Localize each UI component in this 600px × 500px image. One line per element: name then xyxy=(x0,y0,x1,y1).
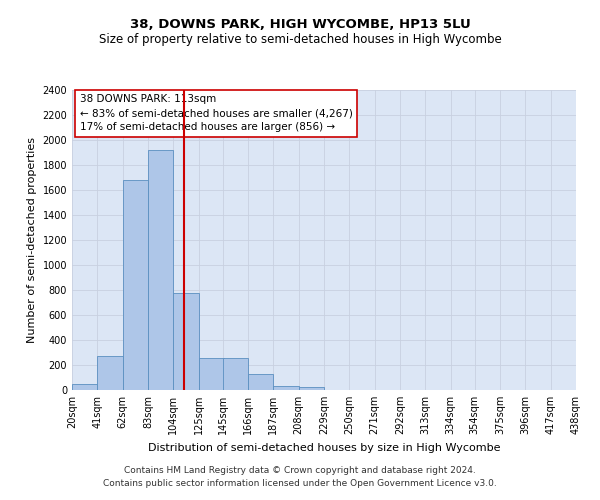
Y-axis label: Number of semi-detached properties: Number of semi-detached properties xyxy=(27,137,37,343)
Text: 38 DOWNS PARK: 113sqm
← 83% of semi-detached houses are smaller (4,267)
17% of s: 38 DOWNS PARK: 113sqm ← 83% of semi-deta… xyxy=(80,94,352,132)
Bar xyxy=(122,180,148,390)
Bar xyxy=(248,374,274,390)
Bar xyxy=(173,292,199,390)
X-axis label: Distribution of semi-detached houses by size in High Wycombe: Distribution of semi-detached houses by … xyxy=(148,442,500,452)
Bar xyxy=(97,356,122,390)
Bar xyxy=(223,358,248,390)
Bar xyxy=(72,384,97,390)
Text: 38, DOWNS PARK, HIGH WYCOMBE, HP13 5LU: 38, DOWNS PARK, HIGH WYCOMBE, HP13 5LU xyxy=(130,18,470,30)
Text: Contains HM Land Registry data © Crown copyright and database right 2024.
Contai: Contains HM Land Registry data © Crown c… xyxy=(103,466,497,487)
Bar xyxy=(199,358,224,390)
Text: Size of property relative to semi-detached houses in High Wycombe: Size of property relative to semi-detach… xyxy=(98,32,502,46)
Bar xyxy=(274,386,299,390)
Bar xyxy=(148,150,173,390)
Bar xyxy=(299,387,324,390)
